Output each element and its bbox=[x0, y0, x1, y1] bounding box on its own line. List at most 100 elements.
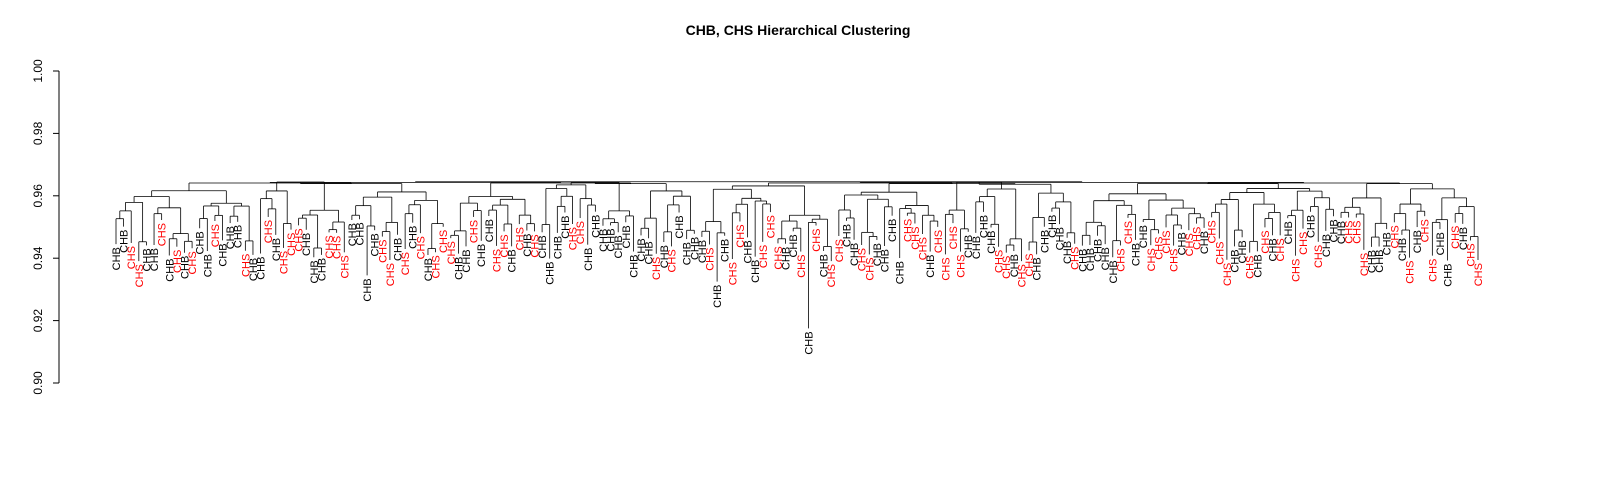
leaf-label: CHS bbox=[157, 223, 169, 246]
leaf-label: CHB bbox=[1009, 254, 1021, 277]
leaf-label: CHB bbox=[522, 233, 534, 256]
y-tick-label: 1.00 bbox=[31, 59, 45, 83]
leaf-label: CHS bbox=[1450, 226, 1462, 249]
leaf-label: CHB bbox=[583, 248, 595, 271]
leaf-label: CHS bbox=[773, 246, 785, 269]
leaf-label: CHB bbox=[841, 224, 853, 247]
leaf-label: CHS bbox=[438, 230, 450, 253]
leaf-label: CHB bbox=[149, 248, 161, 271]
leaf-label: CHB bbox=[347, 223, 359, 246]
leaf-label: CHS bbox=[294, 228, 306, 251]
leaf-label: CHB bbox=[788, 234, 800, 257]
leaf-label: CHB bbox=[986, 230, 998, 253]
leaf-label: CHB bbox=[887, 219, 899, 242]
leaf-label: CHB bbox=[1321, 234, 1333, 257]
leaf-label: CHB bbox=[316, 258, 328, 281]
leaf-label: CHB bbox=[1100, 247, 1112, 270]
leaf-label: CHS bbox=[1161, 230, 1173, 253]
leaf-label: CHB bbox=[309, 260, 321, 283]
leaf-label: CHS bbox=[902, 219, 914, 242]
leaf-label: CHB bbox=[1336, 221, 1348, 244]
leaf-label: CHB bbox=[1366, 250, 1378, 273]
leaf-label: CHB bbox=[271, 238, 283, 261]
leaf-label: CHB bbox=[1412, 230, 1424, 253]
leaf-label: CHS bbox=[651, 257, 663, 280]
leaf-label: CHB bbox=[1306, 215, 1318, 238]
leaf-label: CHB bbox=[644, 241, 656, 264]
leaf-label: CHB bbox=[628, 255, 640, 278]
leaf-label: CHS bbox=[666, 249, 678, 272]
leaf-label: CHB bbox=[552, 236, 564, 259]
leaf-label: CHS bbox=[1184, 233, 1196, 256]
leaf-label: CHS bbox=[834, 239, 846, 262]
leaf-label: CHS bbox=[529, 234, 541, 257]
leaf-label: CHB bbox=[613, 235, 625, 258]
leaf-label: CHB bbox=[1108, 260, 1120, 283]
leaf-label: CHB bbox=[925, 255, 937, 278]
leaf-label: CHB bbox=[507, 249, 519, 272]
leaf-label: CHB bbox=[1443, 263, 1455, 286]
leaf-label: CHB bbox=[803, 331, 815, 354]
leaf-label: CHS bbox=[864, 257, 876, 280]
leaf-label: CHB bbox=[590, 215, 602, 238]
leaf-label: CHS bbox=[1153, 236, 1165, 259]
leaf-label: CHB bbox=[1374, 249, 1386, 272]
leaf-label: CHS bbox=[568, 227, 580, 250]
leaf-label: CHS bbox=[575, 221, 587, 244]
leaf-label: CHS bbox=[446, 241, 458, 264]
leaf-label: CHS bbox=[1207, 220, 1219, 243]
leaf-label: CHS bbox=[286, 233, 298, 256]
leaf-label: CHS bbox=[1473, 263, 1485, 286]
leaf-label: CHB bbox=[393, 238, 405, 261]
leaf-label: CHS bbox=[933, 230, 945, 253]
leaf-label: CHS bbox=[826, 264, 838, 287]
leaf-label: CHB bbox=[423, 258, 435, 281]
y-tick-label: 0.94 bbox=[31, 246, 45, 270]
leaf-label: CHB bbox=[1131, 243, 1143, 266]
leaf-label: CHS bbox=[1405, 261, 1417, 284]
leaf-label: CHB bbox=[179, 256, 191, 279]
leaf-label: CHB bbox=[1230, 249, 1242, 272]
leaf-label: CHS bbox=[1389, 225, 1401, 248]
leaf-label: CHB bbox=[1093, 239, 1105, 262]
leaf-label: CHB bbox=[248, 258, 260, 281]
leaf-label: CHB bbox=[1268, 238, 1280, 261]
leaf-label: CHS bbox=[994, 250, 1006, 273]
leaf-label: CHB bbox=[895, 261, 907, 284]
leaf-label: CHS bbox=[469, 220, 481, 243]
y-axis-ticks: 0.90 0.92 0.94 0.96 0.98 1.00 bbox=[31, 59, 59, 395]
leaf-label: CHS bbox=[727, 262, 739, 285]
leaf-label: CHS bbox=[948, 226, 960, 249]
leaf-label: CHB bbox=[1062, 241, 1074, 264]
leaf-label: CHB bbox=[872, 243, 884, 266]
leaf-label: CHS bbox=[514, 227, 526, 250]
leaf-label: CHS bbox=[263, 220, 275, 243]
leaf-label: CHB bbox=[743, 240, 755, 263]
leaf-label: CHB bbox=[218, 243, 230, 266]
leaf-label: CHS bbox=[499, 234, 511, 257]
y-tick-label: 0.92 bbox=[31, 309, 45, 333]
leaf-label: CHB bbox=[1237, 240, 1249, 263]
leaf-label: CHS bbox=[796, 255, 808, 278]
leaf-label: CHB bbox=[1138, 225, 1150, 248]
leaf-label: CHS bbox=[1024, 253, 1036, 276]
leaf-label: CHS bbox=[857, 248, 869, 271]
leaf-label: CHS bbox=[1016, 264, 1028, 287]
leaf-label: CHS bbox=[240, 254, 252, 277]
leaf-label: CHS bbox=[765, 215, 777, 238]
leaf-label: CHB bbox=[1252, 254, 1264, 277]
leaf-label: CHB bbox=[750, 260, 762, 283]
leaf-label: CHS bbox=[172, 250, 184, 273]
leaf-label: CHB bbox=[621, 225, 633, 248]
leaf-label: CHB bbox=[1458, 227, 1470, 250]
leaf-label: CHS bbox=[956, 255, 968, 278]
leaf-label: CHS bbox=[910, 227, 922, 250]
leaf-label: CHB bbox=[1435, 232, 1447, 255]
leaf-label: CHB bbox=[1176, 232, 1188, 255]
leaf-label: CHB bbox=[682, 242, 694, 265]
y-tick-label: 0.98 bbox=[31, 121, 45, 145]
leaf-label: CHS bbox=[210, 224, 222, 247]
leaf-label: CHB bbox=[256, 257, 268, 280]
leaf-label: CHB bbox=[819, 254, 831, 277]
leaf-label: CHB bbox=[1039, 230, 1051, 253]
